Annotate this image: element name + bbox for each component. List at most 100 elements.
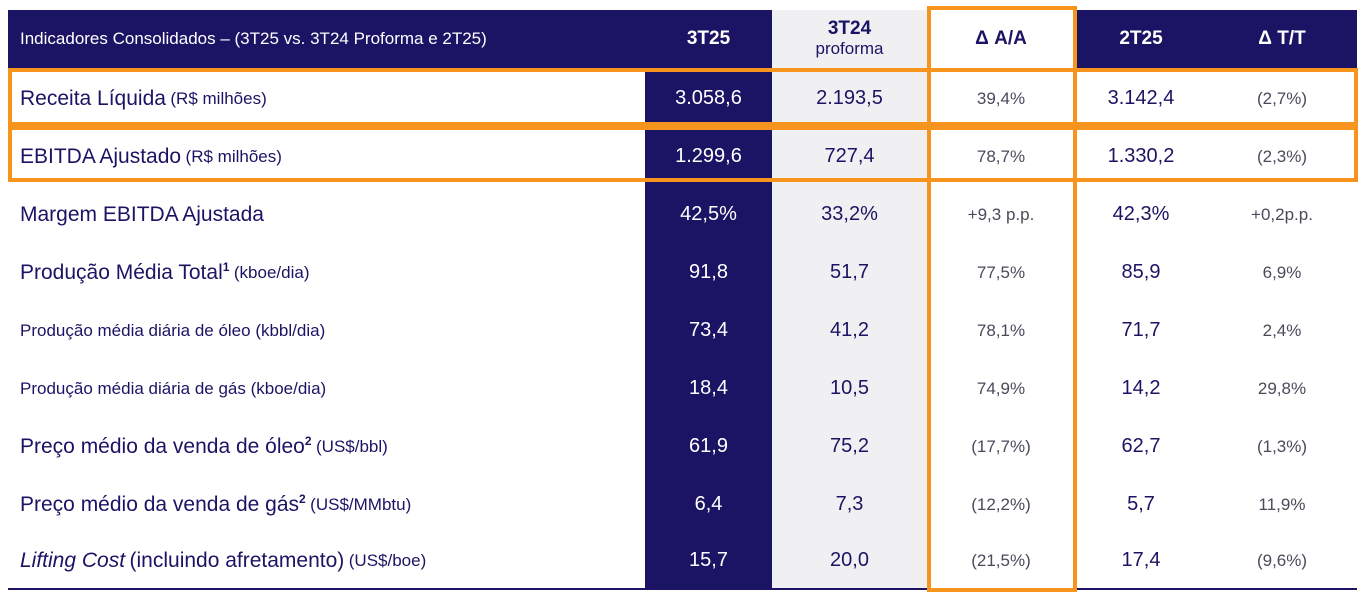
cell-delta-tt: (2,3%) [1256, 146, 1308, 166]
cell-2t25: 3.142,4 [1107, 87, 1175, 109]
row-label-rest: (incluindo afretamento) [129, 548, 345, 572]
column-header-3t24-subtitle: proforma [815, 39, 884, 59]
cell-3t24: 20,0 [830, 549, 869, 571]
table-title: Indicadores Consolidados – (3T25 vs. 3T2… [20, 10, 620, 68]
row-label: Preço médio da venda de óleo2 (US$/bbl) [20, 418, 640, 475]
row-label: Produção média diária de óleo (kbbl/dia) [20, 302, 640, 359]
cell-delta-aa: 39,4% [976, 88, 1026, 108]
table-row-receita-liquida: Receita Líquida (R$ milhões) 3.058,6 2.1… [8, 70, 1357, 127]
cell-3t24: 33,2% [821, 203, 878, 225]
cell-3t25: 42,5% [680, 203, 737, 225]
cell-delta-aa: 77,5% [976, 262, 1026, 282]
row-unit: (R$ milhões) [170, 88, 267, 108]
cell-3t24: 7,3 [835, 493, 864, 515]
row-label-text: EBITDA Ajustado [20, 144, 182, 168]
cell-2t25: 1.330,2 [1107, 145, 1175, 167]
cell-delta-aa: 78,1% [976, 320, 1026, 340]
cell-2t25: 62,7 [1121, 435, 1161, 457]
cell-3t25: 15,7 [689, 549, 728, 571]
table-row-preco-oleo: Preço médio da venda de óleo2 (US$/bbl) … [8, 418, 1357, 475]
column-header-delta-tt: Δ T/T [1207, 10, 1357, 68]
cell-delta-tt: (2,7%) [1256, 88, 1308, 108]
cell-2t25: 14,2 [1121, 377, 1161, 399]
table-row-margem-ebitda: Margem EBITDA Ajustada 42,5% 33,2% +9,3 … [8, 186, 1357, 243]
row-label-text: Receita Líquida [20, 86, 166, 110]
row-unit: (US$/boe) [348, 550, 427, 570]
table-header [8, 10, 1357, 68]
column-header-2t25-text: 2T25 [1119, 28, 1163, 49]
column-3t25-background [645, 10, 772, 588]
cell-3t24: 2.193,5 [816, 87, 883, 109]
column-header-delta-tt-text: Δ T/T [1258, 28, 1306, 49]
row-label: Lifting Cost (incluindo afretamento) (US… [20, 532, 640, 589]
cell-3t25: 1.299,6 [675, 145, 742, 167]
cell-delta-tt: (1,3%) [1256, 436, 1308, 456]
row-label-main: Preço médio da venda de gás [20, 493, 300, 516]
footnote-marker: 2 [304, 434, 312, 448]
row-label: Margem EBITDA Ajustada [20, 186, 640, 243]
row-label-text: Lifting Cost [20, 548, 126, 572]
cell-2t25: 85,9 [1121, 261, 1161, 283]
cell-3t25: 6,4 [694, 493, 723, 515]
row-label-text: Preço médio da venda de gás2 [20, 492, 306, 517]
row-label-text: Margem EBITDA Ajustada [20, 202, 264, 226]
table-row-producao-media-total: Produção Média Total1 (kboe/dia) 91,8 51… [8, 244, 1357, 301]
cell-3t24: 10,5 [830, 377, 869, 399]
cell-delta-aa: 74,9% [976, 378, 1026, 398]
table-row-preco-gas: Preço médio da venda de gás2 (US$/MMbtu)… [8, 476, 1357, 533]
cell-delta-tt: 29,8% [1257, 378, 1307, 398]
table-title-text: Indicadores Consolidados – (3T25 vs. 3T2… [20, 29, 487, 48]
cell-3t24: 51,7 [830, 261, 869, 283]
cell-delta-tt: 2,4% [1262, 320, 1302, 340]
cell-3t25: 3.058,6 [675, 87, 742, 109]
table-row-producao-oleo: Produção média diária de óleo (kbbl/dia)… [8, 302, 1357, 359]
cell-delta-tt: +0,2p.p. [1251, 204, 1313, 224]
cell-delta-tt: 6,9% [1262, 262, 1302, 282]
table-row-lifting-cost: Lifting Cost (incluindo afretamento) (US… [8, 532, 1357, 589]
column-header-3t25-text: 3T25 [686, 28, 731, 49]
cell-3t25: 91,8 [689, 261, 728, 283]
row-label: Produção Média Total1 (kboe/dia) [20, 244, 640, 301]
row-unit: (US$/bbl) [316, 436, 388, 456]
cell-delta-tt: 11,9% [1258, 494, 1306, 514]
cell-3t25: 18,4 [689, 377, 728, 399]
footnote-marker: 1 [222, 260, 230, 274]
cell-3t24: 727,4 [824, 145, 875, 167]
row-label-text: Produção média diária de gás (kboe/dia) [20, 378, 327, 398]
row-label-text: Produção média diária de óleo (kbbl/dia) [20, 320, 326, 340]
cell-delta-aa: 78,7% [976, 146, 1026, 166]
cell-3t24: 75,2 [830, 435, 869, 457]
cell-3t25: 73,4 [689, 319, 728, 341]
row-label: Produção média diária de gás (kboe/dia) [20, 360, 640, 417]
row-label-text: Preço médio da venda de óleo2 [20, 434, 312, 459]
column-3t24-background [772, 10, 927, 588]
cell-delta-aa: +9,3 p.p. [967, 204, 1035, 224]
cell-delta-aa: (17,7%) [971, 436, 1031, 456]
cell-delta-tt: (9,6%) [1256, 550, 1308, 570]
column-header-3t24: 3T24 proforma [772, 10, 927, 68]
table-bottom-border [8, 588, 1357, 590]
table-row-producao-gas: Produção média diária de gás (kboe/dia) … [8, 360, 1357, 417]
column-header-3t24-text: 3T24 [827, 18, 872, 40]
cell-delta-aa: (21,5%) [971, 550, 1031, 570]
column-header-delta-aa-text: Δ A/A [975, 28, 1027, 49]
column-header-2t25: 2T25 [1075, 10, 1207, 68]
column-header-3t25: 3T25 [645, 10, 772, 68]
row-unit: (R$ milhões) [185, 146, 282, 166]
table-row-ebitda-ajustado: EBITDA Ajustado (R$ milhões) 1.299,6 727… [8, 128, 1357, 185]
cell-delta-aa: (12,2%) [971, 494, 1031, 514]
cell-2t25: 71,7 [1121, 319, 1161, 341]
row-unit: (kboe/dia) [233, 262, 310, 282]
cell-2t25: 17,4 [1121, 549, 1161, 571]
footnote-marker: 2 [299, 492, 306, 506]
row-label-main: Produção Média Total [20, 261, 223, 284]
cell-2t25: 42,3% [1112, 203, 1170, 225]
column-header-delta-aa: Δ A/A [927, 10, 1075, 68]
row-label-main: Preço médio da venda de óleo [20, 435, 305, 458]
cell-3t25: 61,9 [689, 435, 728, 457]
cell-3t24: 41,2 [830, 319, 869, 341]
row-unit: (US$/MMbtu) [310, 494, 412, 514]
row-label-text: Produção Média Total1 [20, 260, 229, 285]
cell-2t25: 5,7 [1127, 493, 1155, 515]
row-label: EBITDA Ajustado (R$ milhões) [20, 128, 640, 185]
